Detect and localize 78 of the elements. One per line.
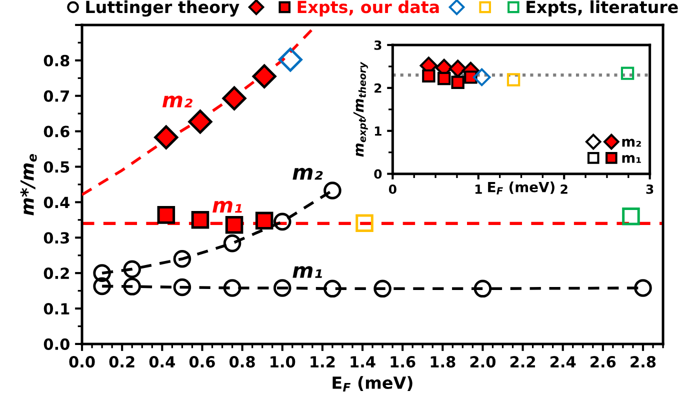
x-tick-label: 0.2 [109,356,134,368]
y-tick-label: 0.8 [44,54,70,66]
y-tick-label: 0.3 [44,232,69,244]
point [324,280,342,298]
point [223,279,242,297]
point [173,278,192,296]
annotation: m₂ [162,96,192,108]
point [506,73,520,86]
point [622,207,640,226]
x-tick-label: 1.2 [310,356,335,368]
point [273,279,292,297]
y-tick-label: 0.4 [44,196,70,208]
point [422,69,436,83]
point [252,64,276,88]
point [451,76,464,89]
x-axis-title: E$_{F}$ (meV) [332,376,412,392]
x-tick-label: 1 [475,184,482,194]
x-tick-label: 0.0 [69,356,95,368]
y-tick-label: 0.2 [44,268,69,280]
x-tick-label: 2.8 [630,356,656,368]
point [223,234,242,252]
annotation: m₁ [212,200,242,213]
y-tick-label: 0.1 [44,302,70,315]
point [278,48,302,72]
point [225,216,244,234]
legend-label: Expts, our data [298,0,439,16]
point [620,66,634,80]
y-axis-title: m*/m$_{e}$ [20,154,37,216]
x-tick-label: 1.4 [350,356,376,368]
point [438,72,451,86]
x-tick-label: 1.8 [430,356,456,368]
x-axis-title: E$_{F}$ (meV) [488,182,554,194]
x-tick-label: 0 [388,184,396,194]
y-axis-title: m$_{expt}$/m$_{theory}$ [353,62,368,157]
point [374,280,392,298]
x-tick-label: 2.4 [550,356,576,368]
x-tick-label: 1.0 [270,356,296,368]
point [448,60,467,78]
legend-label: Luttinger theory [86,0,240,17]
y-tick-label: 1 [374,126,382,136]
point [93,277,111,296]
point [356,214,374,232]
x-tick-label: 2 [560,184,568,194]
point [123,278,141,296]
x-tick-label: 0.4 [149,356,175,368]
annotation: m₁ [292,266,322,278]
x-tick-label: 3 [646,184,654,194]
point [188,110,212,134]
y-tick-label: 0 [374,169,382,179]
point [222,86,246,110]
point [123,260,141,278]
y-tick-label: 3 [374,40,382,50]
point [191,211,210,229]
legend-label: m₁ [622,155,641,163]
point [634,279,652,297]
y-tick-label: 0.0 [44,338,70,350]
point [157,206,176,224]
point [154,125,178,150]
point [472,68,491,86]
y-tick-label: 0.6 [44,126,70,138]
point [173,250,192,268]
point [324,182,342,200]
annotation: m₂ [292,168,323,180]
x-tick-label: 2.2 [510,356,535,368]
point [474,280,492,298]
y-tick-label: 0.7 [44,90,69,102]
point [255,212,274,230]
legend-label: Expts, literature [526,0,678,16]
point [93,264,111,282]
y-tick-label: 2 [374,83,382,93]
legend-label: m₂ [622,138,641,147]
x-tick-label: 2.6 [590,356,616,368]
x-tick-label: 0.6 [189,356,215,368]
x-tick-label: 1.6 [390,356,416,368]
y-tick-label: 0.5 [44,161,70,173]
x-tick-label: 2.0 [470,356,496,368]
x-tick-label: 0.8 [229,356,255,368]
point [273,212,292,231]
